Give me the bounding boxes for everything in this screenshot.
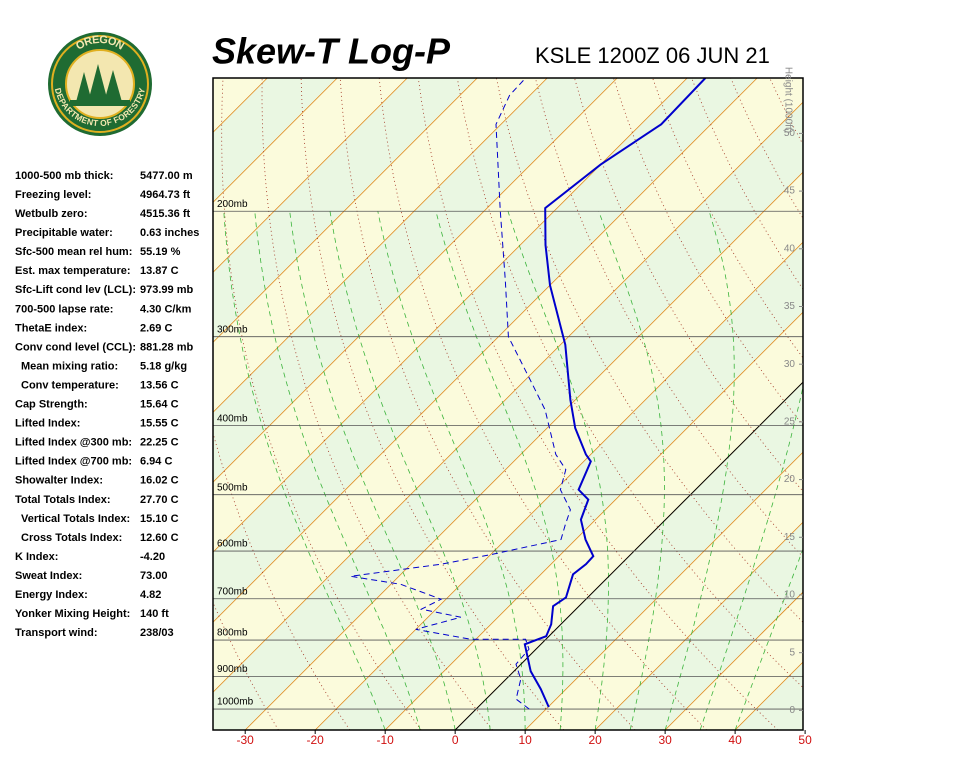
dry-adiabat	[809, 78, 960, 730]
y2-tick-label: 30	[784, 359, 796, 370]
y-tick-label: 900mb	[217, 664, 248, 675]
index-label: 1000-500 mb thick:	[15, 170, 113, 182]
y2-tick-label: 5	[789, 647, 795, 658]
isotherm	[805, 78, 960, 730]
dry-adiabat	[848, 78, 960, 730]
chart-title: Skew-T Log-P	[212, 31, 451, 72]
x-tick-label: 10	[518, 733, 532, 747]
index-label: Showalter Index:	[15, 475, 103, 487]
index-value: 881.28 mb	[140, 341, 193, 353]
index-value: 15.64 C	[140, 399, 179, 411]
x-tick-label: -30	[237, 733, 255, 747]
x-tick-label: 40	[728, 733, 742, 747]
index-value: 13.56 C	[140, 379, 179, 391]
x-tick-label: 0	[452, 733, 459, 747]
index-label: Conv temperature:	[21, 379, 119, 391]
index-value: 73.00	[140, 570, 168, 582]
y2-tick-label: 25	[784, 417, 796, 428]
index-label: Precipitable water:	[15, 227, 113, 239]
index-value: 973.99 mb	[140, 284, 193, 296]
index-value: -4.20	[140, 551, 165, 563]
index-label: Total Totals Index:	[15, 494, 111, 506]
x-tick-label: 20	[588, 733, 602, 747]
index-value: 22.25 C	[140, 437, 179, 449]
index-label: Freezing level:	[15, 189, 91, 201]
index-value: 4515.36 ft	[140, 208, 190, 220]
y2-tick-label: 40	[784, 243, 796, 254]
x-tick-label: 30	[658, 733, 672, 747]
index-value: 55.19 %	[140, 246, 181, 258]
y2-tick-label: 45	[784, 186, 796, 197]
index-label: 700-500 lapse rate:	[15, 303, 113, 315]
y2-tick-label: 35	[784, 301, 796, 312]
y-tick-label: 600mb	[217, 539, 248, 550]
dry-adiabat	[887, 78, 960, 730]
index-label: Yonker Mixing Height:	[15, 608, 130, 620]
index-label: Wetbulb zero:	[15, 208, 88, 220]
dry-adiabat	[926, 78, 960, 730]
index-value: 140 ft	[140, 608, 169, 620]
index-value: 16.02 C	[140, 475, 179, 487]
index-value: 238/03	[140, 627, 174, 639]
y2-tick-label: 15	[784, 532, 796, 543]
index-value: 4.82	[140, 589, 161, 601]
index-value: 4.30 C/km	[140, 303, 192, 315]
index-label: Lifted Index @700 mb:	[15, 456, 132, 468]
y-tick-label: 500mb	[217, 482, 248, 493]
index-label: K Index:	[15, 551, 58, 563]
logo-ground	[70, 100, 130, 106]
index-value: 12.60 C	[140, 532, 179, 544]
index-value: 15.10 C	[140, 513, 179, 525]
y2-tick-label: 20	[784, 474, 796, 485]
y-tick-label: 400mb	[217, 413, 248, 424]
index-label: Sweat Index:	[15, 570, 82, 582]
index-value: 4964.73 ft	[140, 189, 190, 201]
index-label: Mean mixing ratio:	[21, 360, 118, 372]
y2-tick-label: 0	[789, 705, 795, 716]
index-label: Cap Strength:	[15, 399, 88, 411]
index-label: Energy Index:	[15, 589, 88, 601]
index-label: Lifted Index @300 mb:	[15, 437, 132, 449]
y-tick-label: 1000mb	[217, 697, 254, 708]
index-label: Est. max temperature:	[15, 265, 131, 277]
index-label: Conv cond level (CCL):	[15, 341, 136, 353]
y-tick-label: 300mb	[217, 324, 248, 335]
index-value: 27.70 C	[140, 494, 179, 506]
index-label: Transport wind:	[15, 627, 98, 639]
x-tick-label: -20	[307, 733, 325, 747]
index-value: 15.55 C	[140, 418, 179, 430]
index-label: Cross Totals Index:	[21, 532, 122, 544]
x-tick-label: 50	[798, 733, 812, 747]
index-value: 2.69 C	[140, 322, 172, 334]
index-value: 5.18 g/kg	[140, 360, 187, 372]
x-tick-label: -10	[376, 733, 394, 747]
index-value: 0.63 inches	[140, 227, 199, 239]
index-label: Lifted Index:	[15, 418, 80, 430]
index-label: Sfc-Lift cond lev (LCL):	[15, 284, 136, 296]
chart-subtitle: KSLE 1200Z 06 JUN 21	[535, 43, 770, 68]
index-label: ThetaE index:	[15, 322, 87, 334]
index-value: 6.94 C	[140, 456, 172, 468]
y2-axis-label: Height (1000ft)	[782, 67, 793, 133]
index-label: Vertical Totals Index:	[21, 513, 130, 525]
y-tick-label: 800mb	[217, 628, 248, 639]
indices: 1000-500 mb thick: 5477.00 m Freezing leve…	[15, 170, 199, 639]
index-value: 5477.00 m	[140, 170, 193, 182]
y2-tick-label: 50	[784, 128, 796, 139]
y-tick-label: 200mb	[217, 199, 248, 210]
y2-tick-label: 10	[784, 590, 796, 601]
index-value: 13.87 C	[140, 265, 179, 277]
y-tick-label: 700mb	[217, 586, 248, 597]
index-label: Sfc-500 mean rel hum:	[15, 246, 132, 258]
logo: OREGON DEPARTMENT OF FORESTRY	[48, 32, 152, 136]
